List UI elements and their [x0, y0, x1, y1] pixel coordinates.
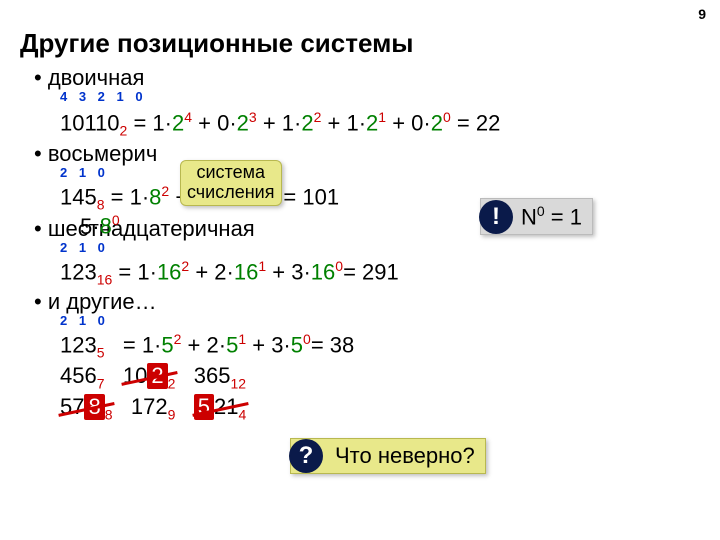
bullet-octal: • восьмерич: [34, 141, 700, 167]
bullet-binary: • двоичная: [34, 65, 700, 91]
bullet-other: • и другие…: [34, 289, 700, 315]
indices-octal: 2 1 0: [60, 165, 109, 180]
indices-hex: 2 1 0: [60, 240, 109, 255]
octal-expansion: 1458 = 1·82 + 4·81 + = 101 5·80: [60, 183, 700, 240]
indices-binary: 4 3 2 1 0: [60, 89, 147, 104]
examples-row-1: 4567 1022 36512: [60, 363, 700, 391]
page-number: 9: [698, 6, 706, 22]
callout-system-text: система счисления: [187, 162, 275, 202]
callout-system: система счисления: [180, 160, 282, 206]
note-badge-question: ?: [289, 439, 323, 473]
base5-expansion: 1235 = 1·52 + 2·51 + 3·50= 38: [60, 331, 700, 361]
binary-expansion: 101102 = 1·24 + 0·23 + 1·22 + 1·21 + 0·2…: [60, 109, 700, 139]
note-n0: ! N0 = 1: [480, 198, 593, 235]
note-wrong-text: Что неверно?: [335, 443, 475, 468]
indices-base5: 2 1 0: [60, 313, 109, 328]
note-badge-exclaim: !: [479, 200, 513, 234]
note-wrong: ? Что неверно?: [290, 438, 486, 474]
slide-title: Другие позиционные системы: [20, 28, 700, 59]
examples-row-2: 5788 1729 5214: [60, 394, 700, 422]
hex-expansion: 12316 = 1·162 + 2·161 + 3·160= 291: [60, 258, 700, 288]
